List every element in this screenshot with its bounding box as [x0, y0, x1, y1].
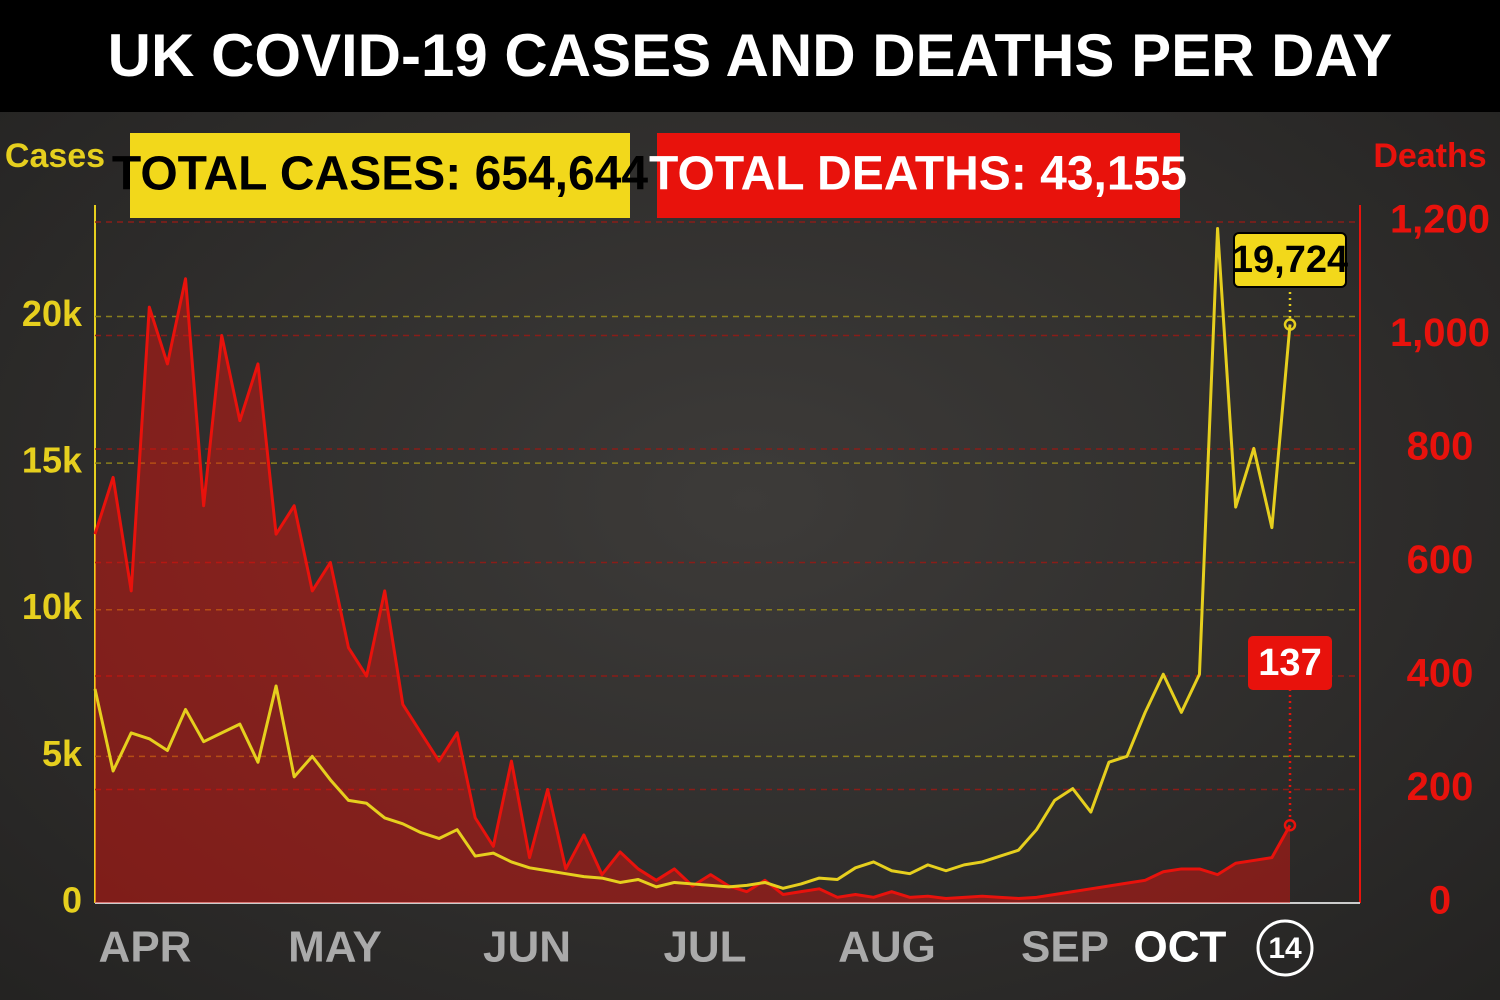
total-deaths-box [657, 133, 1180, 218]
series-line [93, 277, 1292, 900]
y2-axis-label: Deaths [1373, 137, 1486, 175]
y2-tick-label: 0 [1429, 879, 1451, 923]
y2-tick-label: 200 [1407, 765, 1474, 809]
x-tick-label: 14 [1268, 932, 1302, 965]
x-tick-label: OCT [1134, 923, 1227, 972]
y-tick-label: 20k [22, 293, 83, 334]
x-tick-label: APR [99, 923, 192, 972]
y-tick-label: 0 [62, 880, 82, 921]
x-tick-label: SEP [1021, 923, 1109, 972]
y2-tick-label: 1,000 [1390, 311, 1490, 355]
end-label-box [1248, 636, 1332, 690]
total-cases: TOTAL CASES: 654,644 [112, 148, 649, 201]
y2-tick-label: 1,200 [1390, 198, 1490, 242]
end-label-box [1233, 232, 1347, 288]
x-tick-label: MAY [288, 923, 382, 972]
total-deaths: TOTAL DEATHS: 43,155 [649, 148, 1187, 201]
y-tick-label: 5k [42, 733, 83, 774]
chart-title: UK COVID-19 CASES AND DEATHS PER DAY [108, 22, 1393, 89]
y2-tick-label: 400 [1407, 652, 1474, 696]
title-bar [0, 0, 1500, 112]
y2-tick-label: 800 [1407, 425, 1474, 469]
x-tick-label: AUG [838, 923, 936, 972]
end-label: 19,724 [1232, 239, 1348, 281]
end-label: 137 [1258, 642, 1321, 684]
date-circle [1256, 919, 1314, 977]
y2-tick-label: 600 [1407, 538, 1474, 582]
y-tick-label: 10k [22, 586, 83, 627]
total-cases-box [130, 133, 630, 218]
x-tick-label: JUL [663, 923, 746, 972]
deaths-area [95, 278, 1290, 904]
y-tick-label: 15k [22, 440, 83, 481]
end-point [1283, 318, 1297, 331]
x-tick-label: JUN [483, 923, 571, 972]
y-axis-label: Cases [5, 137, 105, 175]
end-point [1283, 819, 1297, 832]
series-line [93, 226, 1292, 890]
